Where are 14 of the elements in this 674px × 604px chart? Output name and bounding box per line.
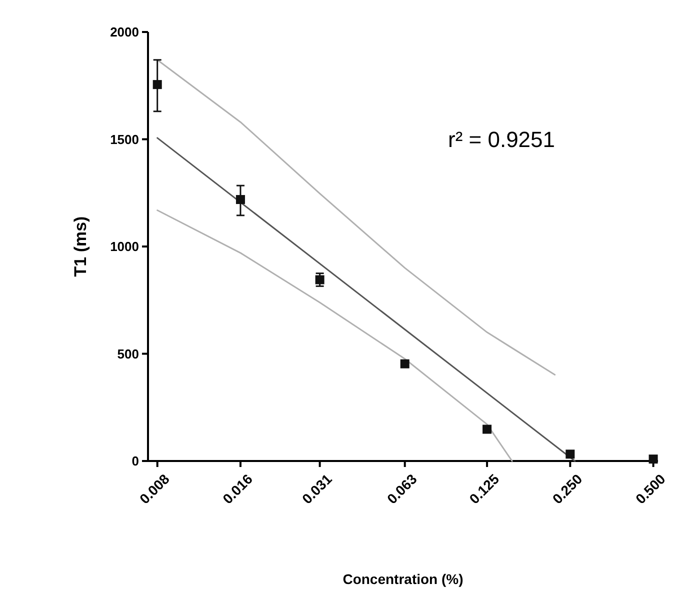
point (152, 80, 162, 90)
point (400, 359, 410, 368)
y-tick-label: 1000 (110, 239, 139, 254)
y-tick-label: 0 (132, 454, 139, 469)
y-axis-title: T1 (ms) (71, 216, 90, 277)
annotation: r² = 0.9251 (448, 127, 556, 152)
x-axis-title: Concentration (%) (342, 571, 464, 587)
y-tick-label: 500 (117, 346, 139, 362)
y-tick-label: 2000 (110, 24, 139, 40)
point (566, 450, 575, 459)
point (648, 454, 658, 464)
point (482, 424, 492, 434)
y-tick-label: 1500 (110, 132, 139, 147)
point (236, 195, 245, 204)
